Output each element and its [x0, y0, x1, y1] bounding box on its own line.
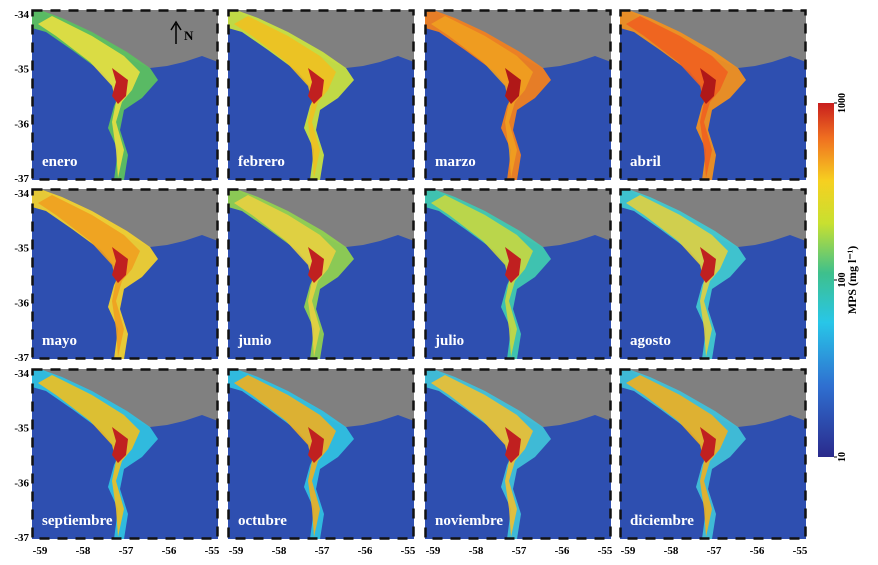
map-panel: marzo: [425, 10, 611, 180]
lat-tick-label: -36: [14, 297, 29, 309]
month-label: octubre: [238, 513, 287, 529]
lon-tick-label: -58: [76, 545, 91, 557]
lat-tick-label: -35: [14, 243, 29, 255]
lon-tick-label: -57: [707, 545, 722, 557]
month-label: mayo: [42, 333, 77, 349]
map-panel: agosto: [620, 189, 806, 359]
month-label: julio: [434, 333, 464, 349]
lon-tick-label: -56: [162, 545, 177, 557]
month-label: abril: [630, 154, 661, 170]
month-label: febrero: [238, 154, 285, 170]
month-label: agosto: [630, 333, 671, 349]
colorbar-title: MPS (mg l⁻¹): [845, 246, 859, 315]
map-panel: febrero: [228, 10, 414, 180]
lon-tick-label: -56: [555, 545, 570, 557]
lon-tick-label: -56: [358, 545, 373, 557]
map-panel: julio: [425, 189, 611, 359]
figure: enero -34 -35 -36 -37 febrero marzo abril mayo -3…: [0, 0, 878, 560]
colorbar: [818, 103, 834, 457]
lon-tick-label: -55: [205, 545, 220, 557]
lon-tick-label: -58: [272, 545, 287, 557]
lat-tick-label: -37: [14, 173, 29, 185]
lat-tick-label: -37: [14, 352, 29, 364]
lon-tick-label: -58: [664, 545, 679, 557]
lon-tick-label: -59: [621, 545, 636, 557]
map-panel: octubre: [228, 369, 414, 539]
lon-tick-label: -59: [426, 545, 441, 557]
map-panel: mayo: [32, 189, 218, 359]
month-label: diciembre: [630, 513, 694, 529]
month-label: junio: [237, 333, 271, 349]
colorbar-tick-label: 1000: [837, 93, 848, 113]
lat-tick-label: -36: [14, 477, 29, 489]
map-panel: septiembre: [32, 369, 218, 539]
lon-tick-label: -59: [229, 545, 244, 557]
map-panel: diciembre: [620, 369, 806, 539]
lon-tick-label: -57: [315, 545, 330, 557]
lat-tick-label: -35: [14, 423, 29, 435]
lon-tick-label: -57: [512, 545, 527, 557]
lat-tick-label: -34: [14, 368, 29, 380]
lon-tick-label: -55: [793, 545, 808, 557]
lon-tick-label: -59: [33, 545, 48, 557]
lat-tick-label: -34: [14, 188, 29, 200]
lon-tick-label: -57: [119, 545, 134, 557]
lon-tick-label: -55: [598, 545, 613, 557]
north-label: N: [184, 28, 194, 43]
month-label: noviembre: [435, 513, 503, 529]
month-label: septiembre: [42, 513, 113, 529]
lon-tick-label: -58: [469, 545, 484, 557]
lat-tick-label: -34: [14, 9, 29, 21]
lat-tick-label: -37: [14, 532, 29, 544]
lon-tick-label: -56: [750, 545, 765, 557]
lat-tick-label: -35: [14, 64, 29, 76]
lat-tick-label: -36: [14, 118, 29, 130]
map-panel: junio: [228, 189, 414, 359]
colorbar-tick-label: 10: [837, 452, 848, 462]
month-label: marzo: [435, 154, 476, 170]
lon-tick-label: -55: [401, 545, 416, 557]
map-panel: abril: [620, 10, 806, 180]
month-label: enero: [42, 154, 78, 170]
map-panel: noviembre: [425, 369, 611, 539]
